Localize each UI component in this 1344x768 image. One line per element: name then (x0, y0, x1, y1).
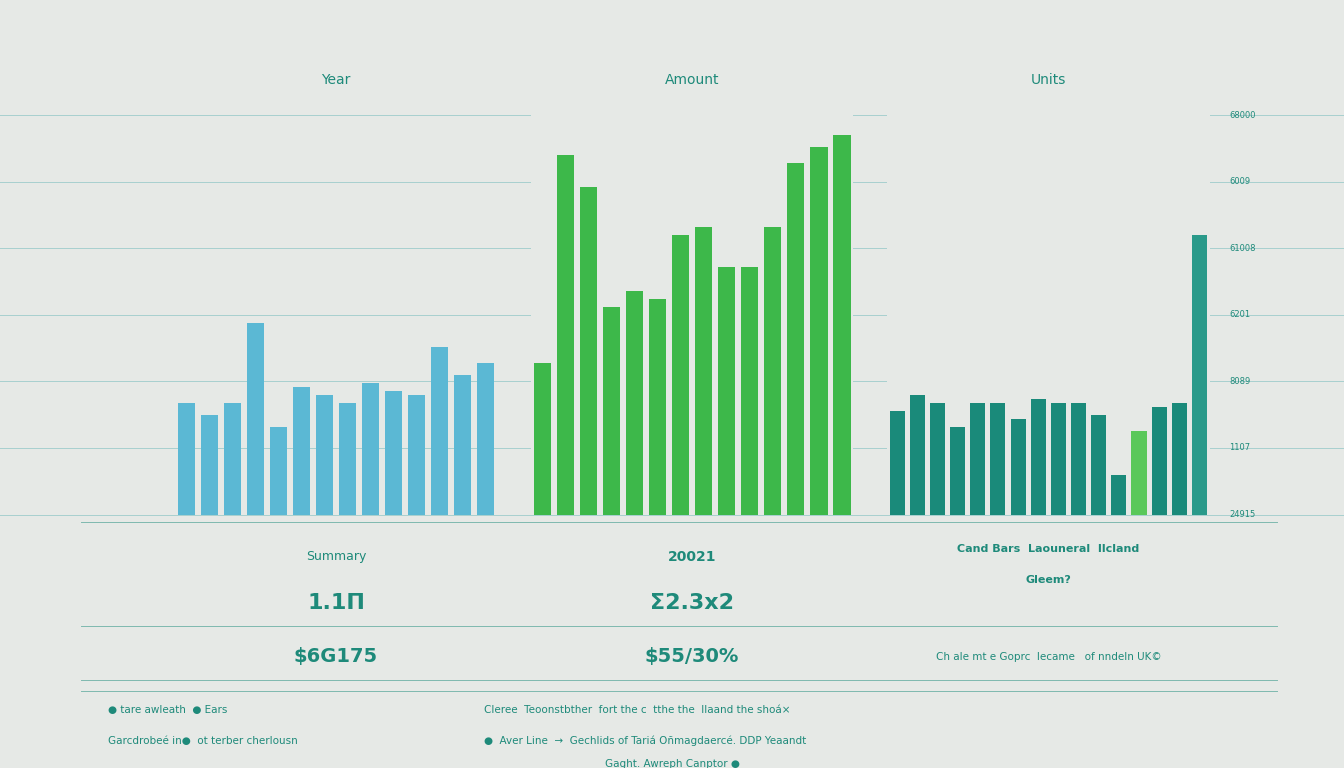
Bar (788, 163, 805, 515)
Bar (695, 227, 712, 515)
Text: $55/30%: $55/30% (645, 647, 739, 666)
Bar (741, 267, 758, 515)
Bar (991, 402, 1005, 515)
Bar (970, 402, 985, 515)
Text: 1.1Π: 1.1Π (306, 593, 366, 613)
Bar (950, 427, 965, 515)
Text: 68000: 68000 (1228, 111, 1255, 120)
Bar (626, 291, 644, 515)
Text: Summary: Summary (306, 551, 366, 563)
Text: 20021: 20021 (668, 550, 716, 564)
Bar (177, 402, 195, 515)
Bar (718, 267, 735, 515)
Bar (603, 307, 620, 515)
Text: Gleem?: Gleem? (1025, 574, 1071, 585)
Text: Ch ale mt e Goprc  lecame   of nndeln UK©: Ch ale mt e Goprc lecame of nndeln UK© (935, 651, 1161, 662)
Bar (930, 402, 945, 515)
Bar (1172, 402, 1187, 515)
Text: Year: Year (321, 73, 351, 88)
Bar (1071, 402, 1086, 515)
Bar (431, 347, 449, 515)
Bar (1011, 419, 1025, 515)
Bar (454, 375, 472, 515)
Text: Cand Bars  Laouneral  Ilcland: Cand Bars Laouneral Ilcland (957, 544, 1140, 554)
Bar (293, 387, 310, 515)
Bar (534, 362, 551, 515)
Text: ●  Aver Line  →  Gechlids of Tariá Oñmagdaercé. DDP Yeaandt: ● Aver Line → Gechlids of Tariá Oñmagdae… (484, 736, 806, 746)
Bar (579, 187, 597, 515)
Bar (362, 382, 379, 515)
Bar (890, 411, 905, 515)
Bar (200, 415, 218, 515)
Text: 6201: 6201 (1228, 310, 1250, 319)
Bar (316, 395, 333, 515)
Text: 61008: 61008 (1228, 243, 1255, 253)
Text: Cleree  Teoonstbther  fort the c  tthe the  Ilaand the shoá×: Cleree Teoonstbther fort the c tthe the … (484, 705, 790, 716)
Bar (384, 391, 402, 515)
Text: ● tare awleath  ● Ears: ● tare awleath ● Ears (108, 705, 227, 716)
Bar (270, 427, 288, 515)
Bar (1132, 431, 1146, 515)
Text: 24915: 24915 (1228, 510, 1255, 519)
Bar (556, 155, 574, 515)
Bar (1111, 475, 1126, 515)
Text: Σ2.3x2: Σ2.3x2 (650, 593, 734, 613)
Text: Garcdrobeé in●  ot terber cherlousn: Garcdrobeé in● ot terber cherlousn (108, 736, 297, 746)
Text: Units: Units (1031, 73, 1066, 88)
Bar (910, 395, 925, 515)
Bar (833, 135, 851, 515)
Text: Gaght. Awreph Canptor ●: Gaght. Awreph Canptor ● (605, 759, 739, 768)
Bar (1091, 415, 1106, 515)
Bar (765, 227, 781, 515)
Bar (247, 323, 263, 515)
Bar (1192, 235, 1207, 515)
Text: 8089: 8089 (1228, 377, 1250, 386)
Bar (477, 362, 495, 515)
Text: 1107: 1107 (1228, 443, 1250, 452)
Bar (223, 402, 241, 515)
Text: $6G175: $6G175 (294, 647, 378, 666)
Bar (649, 299, 667, 515)
Text: 6009: 6009 (1228, 177, 1250, 187)
Bar (672, 235, 689, 515)
Bar (1051, 402, 1066, 515)
Bar (1031, 399, 1046, 515)
Bar (1152, 407, 1167, 515)
Bar (409, 395, 425, 515)
Bar (339, 402, 356, 515)
Bar (810, 147, 828, 515)
Text: Amount: Amount (665, 73, 719, 88)
